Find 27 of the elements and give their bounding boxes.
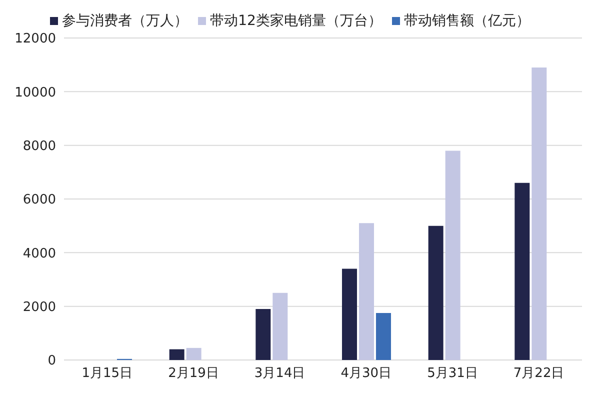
legend-label: 参与消费者（万人） [62,13,188,29]
bar [186,348,202,360]
bar [376,313,391,360]
bar [358,223,374,360]
legend-label: 带动12类家电销量（万台） [210,13,382,29]
legend-label: 带动销售额（亿元） [404,13,530,29]
x-tick-label: 1月15日 [82,366,133,382]
x-tick-label: 4月30日 [340,366,392,382]
x-tick-label: 3月14日 [254,366,306,382]
y-tick-label: 2000 [22,300,56,315]
bar [256,309,271,360]
bar [342,268,357,360]
y-tick-label: 4000 [22,246,56,262]
y-tick-label: 10000 [14,85,56,100]
x-tick-label: 5月31日 [427,366,478,382]
bar [428,226,444,360]
bar [445,150,460,360]
bar [169,349,184,360]
y-tick-label: 12000 [14,32,56,47]
bar [514,182,530,360]
bar [272,292,288,360]
bar [532,68,547,360]
x-tick-label: 2月19日 [168,366,219,382]
x-tick-label: 7月22日 [513,366,564,382]
y-tick-label: 0 [48,354,56,369]
y-tick-label: 6000 [22,192,56,208]
y-tick-label: 8000 [22,138,56,154]
